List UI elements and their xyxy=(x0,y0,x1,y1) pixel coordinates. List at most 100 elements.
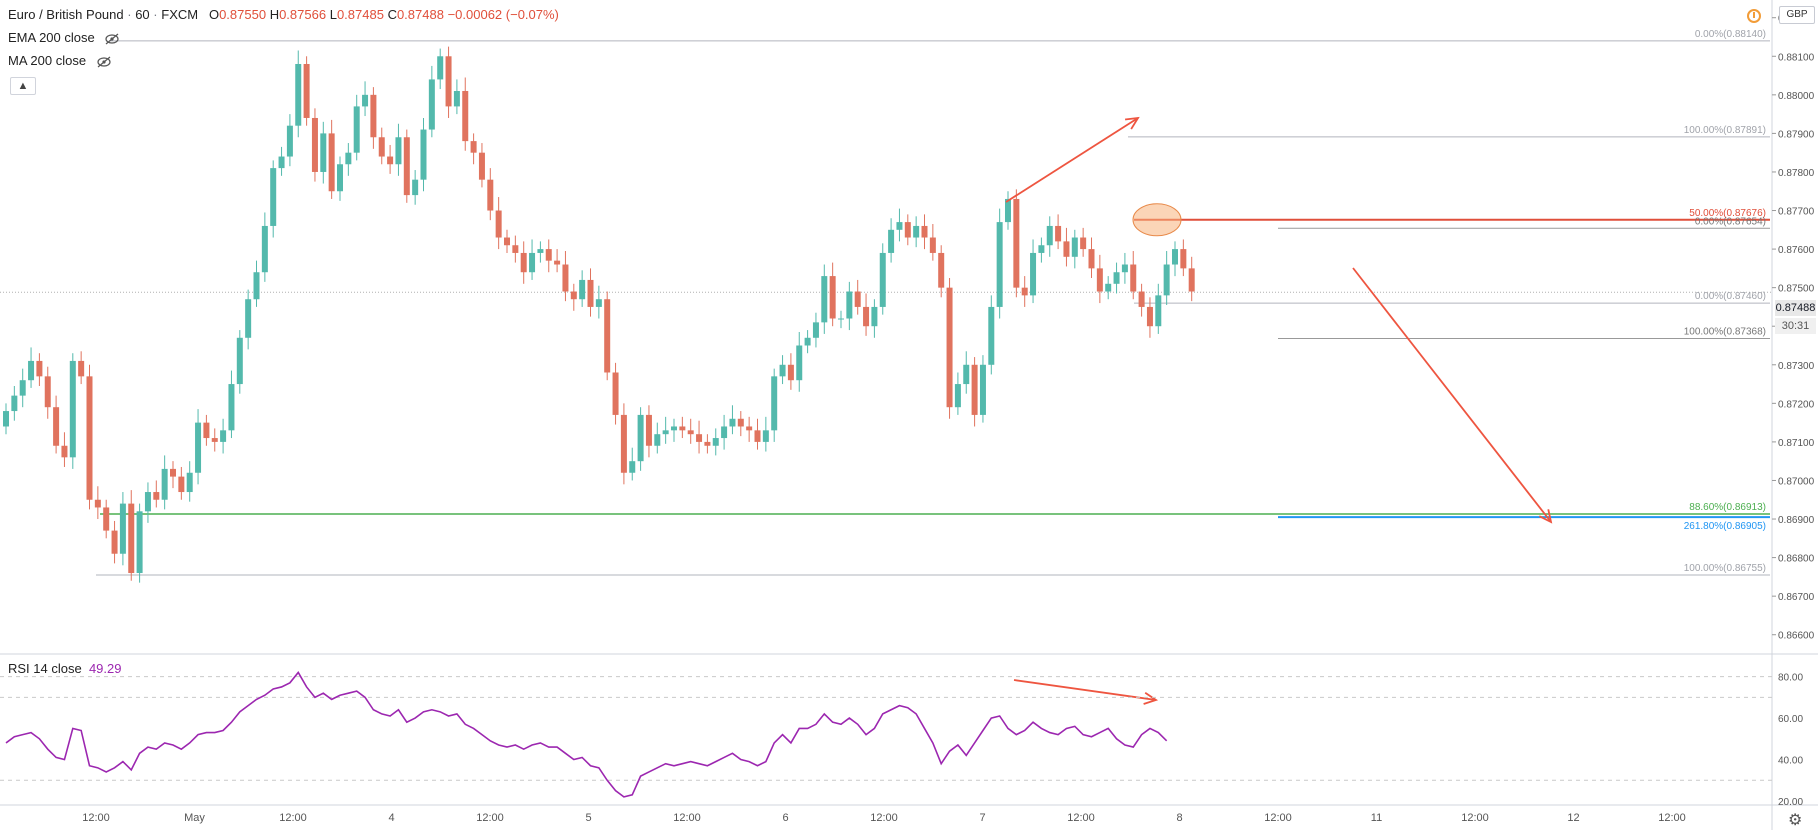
bearish-candle xyxy=(604,299,611,373)
down-arrow xyxy=(1352,267,1552,523)
rsi-tick-label: 80.00 xyxy=(1778,673,1803,684)
bearish-candle xyxy=(128,503,135,574)
bullish-candle xyxy=(979,364,986,415)
price-tick-label: 0.87000 xyxy=(1778,476,1815,487)
bearish-candle xyxy=(211,438,218,442)
price-tick-label: 0.88100 xyxy=(1778,52,1815,63)
bullish-candle xyxy=(1155,295,1162,327)
bullish-candle xyxy=(278,156,285,169)
bullish-candle xyxy=(345,152,352,165)
gear-icon[interactable]: ⚙ xyxy=(1788,812,1803,829)
bullish-candle xyxy=(1038,245,1045,253)
bullish-candle xyxy=(236,337,243,385)
bullish-candle xyxy=(762,430,769,442)
bullish-candle xyxy=(988,306,995,365)
bullish-candle xyxy=(729,418,736,427)
bullish-candle xyxy=(1163,264,1170,296)
interval: 60 xyxy=(135,7,150,22)
bullish-candle xyxy=(529,252,536,273)
bearish-candle xyxy=(854,291,861,307)
price-tick-label: 0.87200 xyxy=(1778,399,1815,410)
time-axis-label: 12 xyxy=(1567,812,1579,824)
bearish-candle xyxy=(1063,241,1070,257)
bearish-candle xyxy=(620,414,627,473)
bullish-candle xyxy=(1113,272,1120,284)
bearish-candle xyxy=(403,137,410,196)
bullish-candle xyxy=(195,422,202,473)
price-tick-label: 0.87600 xyxy=(1778,245,1815,256)
up-arrow-head xyxy=(1124,116,1140,130)
time-axis-label: 12:00 xyxy=(1461,812,1489,824)
bullish-candle xyxy=(879,252,886,307)
bearish-candle xyxy=(387,156,394,165)
bearish-candle xyxy=(378,137,385,157)
bullish-candle xyxy=(119,503,126,554)
time-axis-label: 12:00 xyxy=(82,812,110,824)
chevron-up-icon: ▲ xyxy=(17,80,29,92)
bullish-candle xyxy=(1172,249,1178,265)
bearish-candle xyxy=(1021,287,1028,296)
bearish-candle xyxy=(746,426,753,431)
bearish-candle xyxy=(737,418,744,427)
bearish-candle xyxy=(587,279,594,307)
bearish-candle xyxy=(921,225,928,238)
bullish-candle xyxy=(144,492,151,512)
open-value: 0.87550 xyxy=(219,7,267,22)
rsi-tick-label: 40.00 xyxy=(1778,756,1803,767)
bullish-candle xyxy=(637,414,644,462)
bullish-candle xyxy=(1030,252,1037,296)
bearish-candle xyxy=(570,291,577,300)
time-axis-label: 11 xyxy=(1371,812,1382,824)
rsi-line xyxy=(5,671,1168,798)
bearish-candle xyxy=(612,372,619,415)
bearish-candle xyxy=(153,492,160,500)
close-value: 0.87488 xyxy=(396,7,444,22)
time-axis-label: 12:00 xyxy=(1067,812,1095,824)
bullish-candle xyxy=(337,164,343,192)
price-tick-label: 0.86700 xyxy=(1778,592,1815,603)
bearish-candle xyxy=(554,260,561,265)
eye-hidden-icon[interactable] xyxy=(96,56,112,68)
bullish-candle xyxy=(1046,225,1053,246)
time-axis-label: 7 xyxy=(979,812,985,824)
bearish-candle xyxy=(1188,268,1195,292)
bullish-candle xyxy=(320,133,327,172)
price-tick-label: 0.87500 xyxy=(1778,284,1815,295)
bearish-candle xyxy=(370,94,377,138)
time-axis-label: 12:00 xyxy=(1264,812,1292,824)
indicator-ma[interactable]: MA 200 close xyxy=(8,52,112,70)
rsi-tick-label: 20.00 xyxy=(1778,797,1803,808)
bullish-candle xyxy=(270,168,277,226)
bullish-candle xyxy=(771,376,778,431)
bearish-candle xyxy=(512,245,519,253)
eye-hidden-icon[interactable] xyxy=(104,33,120,45)
down-arrow-head xyxy=(1538,509,1553,524)
bullish-candle xyxy=(888,229,895,253)
bearish-candle xyxy=(36,360,43,377)
bearish-candle xyxy=(562,264,569,292)
bearish-candle xyxy=(1130,264,1137,292)
rsi-legend: RSI 14 close 49.29 xyxy=(8,660,121,678)
bearish-candle xyxy=(462,90,469,142)
collapse-legend-button[interactable]: ▲ xyxy=(10,77,36,95)
bullish-candle xyxy=(579,279,586,300)
fib-level-label: 0.00%(0.87460) xyxy=(1695,291,1766,302)
bullish-candle xyxy=(453,90,460,107)
bearish-candle xyxy=(938,252,945,288)
bullish-candle xyxy=(69,360,76,458)
indicator-ema[interactable]: EMA 200 close xyxy=(8,29,120,47)
price-tick-label: 0.87900 xyxy=(1778,129,1815,140)
alert-clock-icon[interactable] xyxy=(1747,9,1761,23)
bearish-candle xyxy=(1096,268,1103,292)
bullish-candle xyxy=(1121,264,1128,273)
fib-level-label: 100.00%(0.86755) xyxy=(1684,563,1766,574)
currency-badge[interactable]: GBP xyxy=(1779,6,1815,24)
bullish-candle xyxy=(1005,198,1011,223)
bullish-candle xyxy=(286,125,293,157)
bearish-candle xyxy=(696,434,703,442)
time-axis-label: 5 xyxy=(585,812,591,824)
bullish-candle xyxy=(871,306,878,327)
bullish-candle xyxy=(654,434,661,446)
price-tick-label: 0.86600 xyxy=(1778,631,1815,642)
